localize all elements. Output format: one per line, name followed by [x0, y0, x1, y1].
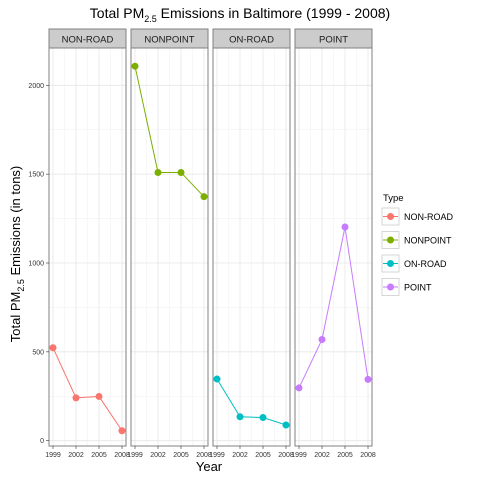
y-tick-label: 1500 — [28, 172, 44, 179]
legend-label: NONPOINT — [404, 236, 452, 246]
legend-marker — [387, 283, 394, 291]
data-point-point — [318, 336, 326, 344]
data-point-non-road — [72, 394, 80, 402]
data-point-point — [364, 375, 372, 383]
x-tick-label: 2005 — [255, 452, 271, 459]
data-point-non-road — [95, 392, 103, 400]
x-tick-label: 2008 — [278, 452, 294, 459]
x-tick-label: 2005 — [91, 452, 107, 459]
x-tick-label: 1999 — [127, 452, 143, 459]
legend-item-nonpoint: NONPOINT — [381, 231, 452, 249]
data-point-non-road — [118, 427, 126, 435]
x-tick-label: 2002 — [314, 452, 330, 459]
x-tick-label: 2002 — [232, 452, 248, 459]
legend-marker — [387, 236, 394, 244]
x-tick-label: 1999 — [45, 452, 61, 459]
legend: Type NON-ROAD NONPOINT ON-ROAD POINT — [381, 193, 453, 296]
panel-point: POINT 1999 2002 2005 2008 — [291, 28, 376, 459]
legend-item-point: POINT — [381, 278, 432, 296]
legend-marker — [387, 213, 394, 220]
strip-background — [212, 28, 291, 49]
x-tick-label: 2008 — [114, 452, 130, 459]
legend-title: Type — [383, 193, 404, 204]
strip-background — [48, 28, 127, 49]
x-axis-title: Year — [196, 459, 223, 474]
strip-background — [130, 28, 209, 49]
series-line-on-road — [216, 378, 287, 426]
x-tick-label: 1999 — [291, 452, 307, 459]
data-point-point — [295, 384, 303, 392]
x-tick-label: 1999 — [209, 452, 225, 459]
data-point-nonpoint — [131, 62, 139, 70]
x-tick-label: 2002 — [150, 452, 166, 459]
x-tick-label: 2005 — [173, 452, 189, 459]
strip-label: POINT — [319, 35, 348, 46]
y-tick-label: 1000 — [28, 260, 44, 267]
data-point-point — [341, 223, 349, 231]
data-point-on-road — [236, 413, 244, 421]
y-axis: 0 500 1000 1500 2000 — [28, 83, 49, 445]
panel-nonpoint: NONPOINT 1999 2002 2005 2008 — [127, 28, 212, 459]
legend-item-on-road: ON-ROAD — [381, 254, 447, 273]
panel-on-road: ON-ROAD 1999 2002 2005 2008 — [209, 28, 294, 459]
x-tick-label: 2005 — [337, 452, 353, 459]
legend-label: NON-ROAD — [404, 212, 453, 222]
strip-background — [294, 28, 373, 49]
panel-non-road: NON-ROAD 1999 2002 2005 2008 — [45, 28, 130, 459]
series-line-non-road — [52, 347, 123, 432]
y-axis-title: Total PM2.5 Emissions (in tons) — [8, 166, 26, 343]
y-tick-label: 2000 — [28, 83, 44, 90]
strip-label: ON-ROAD — [229, 35, 274, 46]
data-point-non-road — [49, 344, 57, 352]
strip-label: NONPOINT — [144, 35, 194, 46]
x-tick-label: 2002 — [68, 452, 84, 459]
data-point-on-road — [259, 413, 267, 421]
strip-label: NON-ROAD — [62, 35, 114, 46]
y-tick-label: 500 — [32, 349, 44, 356]
data-point-nonpoint — [200, 193, 208, 201]
legend-marker — [387, 260, 394, 267]
series-line-point — [298, 226, 369, 389]
facet-panels: NON-ROAD 1999 2002 2005 2008 NONPOINT 1999 2002… — [45, 28, 376, 459]
x-tick-label: 2008 — [360, 452, 376, 459]
data-point-nonpoint — [177, 168, 185, 176]
data-point-nonpoint — [154, 168, 162, 176]
chart-title: Total PM2.5 Emissions in Baltimore (1999… — [90, 5, 390, 24]
y-tick-label: 0 — [40, 438, 44, 445]
legend-label: POINT — [404, 283, 432, 293]
legend-item-non-road: NON-ROAD — [381, 207, 453, 226]
data-point-on-road — [213, 375, 221, 383]
legend-label: ON-ROAD — [404, 259, 447, 269]
data-point-on-road — [282, 421, 290, 429]
x-tick-label: 2008 — [196, 452, 212, 459]
series-line-nonpoint — [134, 66, 205, 198]
